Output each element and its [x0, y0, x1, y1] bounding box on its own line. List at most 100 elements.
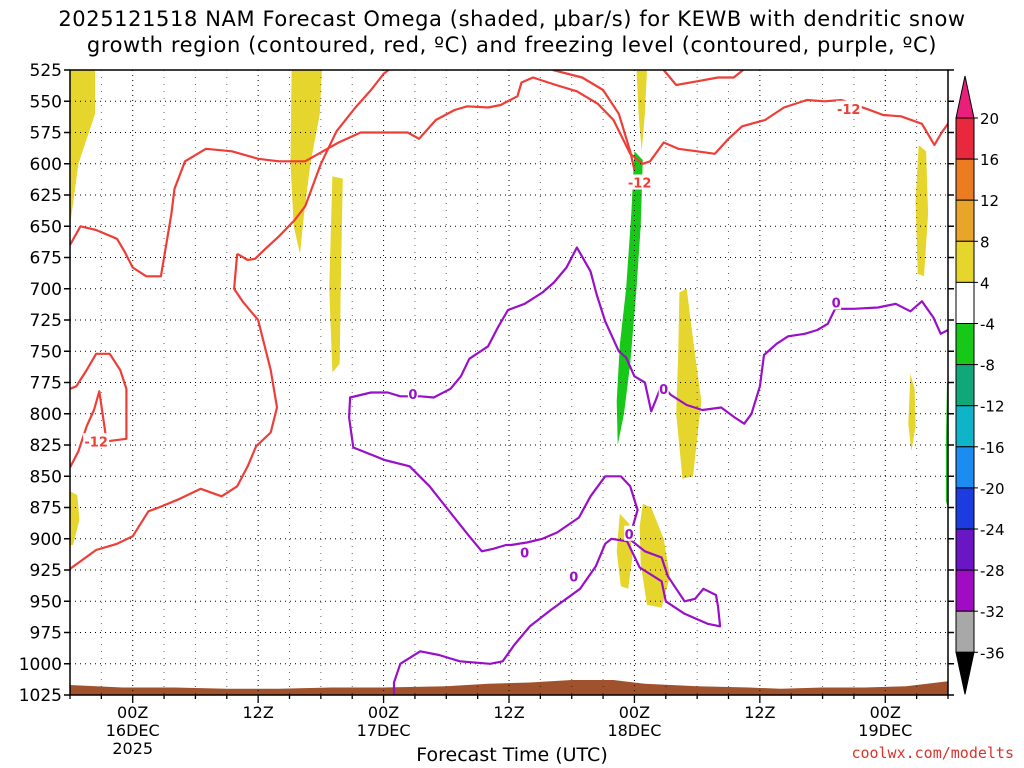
colorbar-swatch: [955, 199, 975, 242]
y-tick-label: 725: [30, 311, 62, 331]
x-tick-year: 2025: [112, 739, 153, 758]
chart-title: 2025121518 NAM Forecast Omega (shaded, μ…: [0, 6, 1024, 58]
y-tick-label: 825: [30, 436, 62, 456]
x-tick-label: 00Z: [117, 703, 148, 722]
x-axis-label: Forecast Time (UTC): [416, 744, 608, 766]
colorbar-label: 16: [980, 151, 999, 169]
x-tick-date: 16DEC: [106, 721, 160, 740]
x-tick-label: 12Z: [744, 703, 775, 722]
y-tick-label: 700: [30, 280, 62, 300]
omega-region-10: [908, 373, 916, 452]
freezing-contour-label: 0: [569, 570, 578, 585]
x-tick-label: 12Z: [493, 703, 524, 722]
colorbar-swatch: [955, 528, 975, 571]
colorbar-swatch: [955, 281, 975, 324]
x-tick-label: 12Z: [242, 703, 273, 722]
colorbar-swatch: [955, 610, 975, 653]
omega-region-11: [616, 151, 643, 446]
x-tick-date: 17DEC: [357, 721, 411, 740]
colorbar: 20 16 12 8 4 -4 -8 -12 -16 -20 -24 -28 -32 -36: [955, 75, 1005, 695]
y-tick-label: 950: [30, 592, 62, 612]
colorbar-label: -32: [980, 603, 1005, 621]
y-tick-label: 675: [30, 249, 62, 269]
omega-region-9: [915, 145, 929, 277]
dgz-contour-label: -12: [84, 435, 108, 450]
x-tick-label: 00Z: [368, 703, 399, 722]
colorbar-label: -4: [980, 316, 995, 334]
omega-region-2: [70, 491, 80, 545]
y-tick-label: 525: [30, 61, 62, 81]
colorbar-swatch: [955, 323, 975, 366]
colorbar-label: -20: [980, 480, 1005, 498]
y-tick-label: 775: [30, 374, 62, 394]
colorbar-swatch: [955, 158, 975, 201]
colorbar-label: -28: [980, 562, 1005, 580]
dgz-contour-3: [70, 253, 279, 570]
y-tick-label: 575: [30, 124, 62, 144]
freezing-contour-label: 0: [408, 388, 417, 403]
y-tick-label: 650: [30, 217, 62, 237]
y-tick-label: 1000: [19, 655, 62, 675]
colorbar-bottom-arrow: [955, 651, 975, 695]
colorbar-label: -8: [980, 357, 995, 375]
y-tick-label: 750: [30, 342, 62, 362]
colorbar-label: 20: [980, 110, 999, 128]
colorbar-swatch: [955, 569, 975, 612]
colorbar-swatch: [955, 446, 975, 489]
y-tick-label: 550: [30, 92, 62, 112]
freezing-contour-label: 0: [625, 528, 634, 543]
x-tick-label: 00Z: [870, 703, 901, 722]
omega-region-8: [616, 513, 633, 589]
credit-link[interactable]: coolwx.com/modelts: [851, 744, 1014, 762]
dgz-contour-5: [552, 70, 636, 171]
gridlines: [70, 70, 948, 695]
y-tick-label: 850: [30, 467, 62, 487]
x-tick-date: 19DEC: [858, 721, 912, 740]
dgz-contour-label: -12: [628, 177, 652, 192]
dgz-contour-1: [70, 76, 948, 278]
chart-title-line2: growth region (contoured, red, ºC) and f…: [86, 33, 938, 57]
omega-region-6: [676, 288, 702, 479]
plot-frame: [69, 69, 949, 696]
colorbar-label: 12: [980, 192, 999, 210]
colorbar-swatch: [955, 117, 975, 160]
terrain-fill: [70, 680, 948, 695]
dgz-contour-label: -12: [837, 103, 861, 118]
colorbar-label: -16: [980, 439, 1005, 457]
y-axis: 525 550 575 600 625 650 675 700 725 750 775 800 825 8…: [19, 61, 954, 706]
colorbar-label: 4: [980, 274, 990, 292]
y-tick-label: 1025: [19, 686, 62, 706]
omega-region-4: [329, 176, 343, 373]
y-tick-label: 875: [30, 499, 62, 519]
colorbar-swatch: [955, 487, 975, 530]
dgz-contour-6: [662, 70, 744, 87]
y-tick-label: 975: [30, 624, 62, 644]
colorbar-swatch: [955, 405, 975, 448]
x-tick-date: 18DEC: [607, 721, 661, 740]
freezing-contour-label: 0: [832, 297, 841, 312]
colorbar-swatch: [955, 364, 975, 407]
chart-title-line1: 2025121518 NAM Forecast Omega (shaded, μ…: [58, 7, 966, 31]
plot-area: -12 -12 -12 0 0 0 0 0 0: [70, 70, 948, 695]
dgz-contour-4: [236, 70, 391, 262]
y-tick-label: 625: [30, 186, 62, 206]
dgz-contour-2: [70, 352, 128, 469]
y-tick-label: 600: [30, 155, 62, 175]
x-tick-label: 00Z: [619, 703, 650, 722]
omega-region-1: [70, 70, 96, 227]
y-tick-label: 925: [30, 561, 62, 581]
y-tick-label: 800: [30, 405, 62, 425]
freezing-contour-label: 0: [520, 547, 529, 562]
colorbar-top-arrow: [955, 75, 975, 119]
colorbar-label: -36: [980, 644, 1005, 662]
omega-region-5: [636, 70, 647, 152]
colorbar-swatch: [955, 240, 975, 283]
colorbar-label: 8: [980, 233, 990, 251]
freezing-contour-1: [348, 246, 948, 695]
freezing-contour-label: 0: [659, 383, 668, 398]
y-tick-label: 900: [30, 530, 62, 550]
colorbar-label: -12: [980, 398, 1005, 416]
colorbar-label: -24: [980, 521, 1005, 539]
